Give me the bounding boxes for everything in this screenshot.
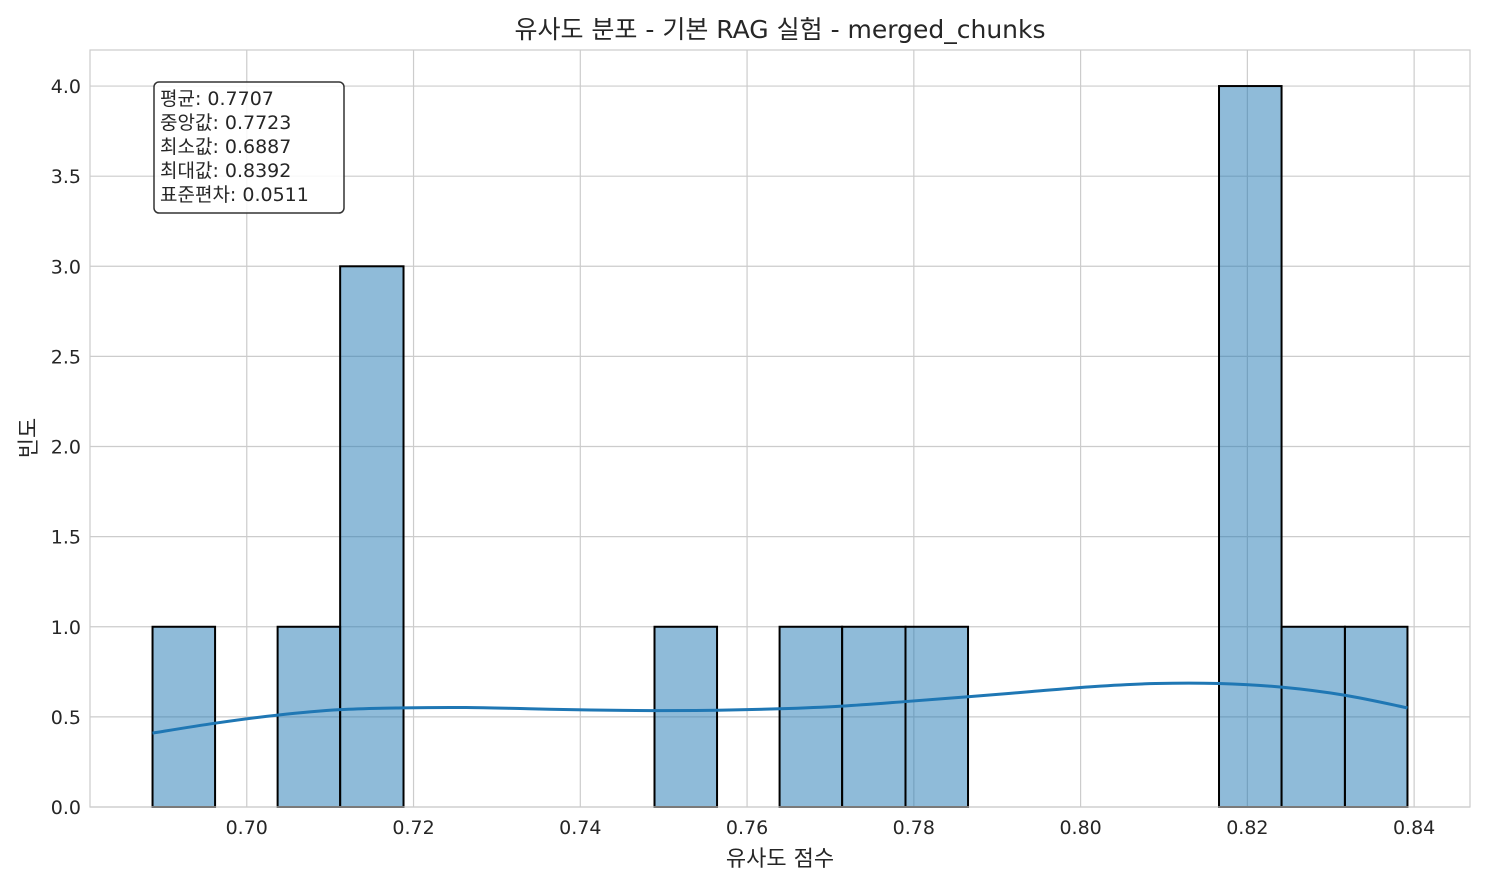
histogram-bar [778,625,844,808]
kde-curve-group [152,681,1408,735]
histogram-bar [904,625,970,808]
x-axis-label: 유사도 점수 [726,847,834,872]
histogram-bars [151,85,1409,809]
x-tick-label: 0.76 [726,817,768,839]
x-tick-label: 0.80 [1059,817,1101,839]
histogram-bar [276,625,342,808]
stats-box-frame [153,81,345,214]
stats-std: 표준편차: 0.0511 [160,184,309,206]
stats-min: 최소값: 0.6887 [160,136,291,158]
stats-mean: 평균: 0.7707 [160,88,274,110]
histogram-bar [1280,625,1346,808]
histogram-bar [1218,85,1283,809]
histogram-bar [1343,625,1409,808]
histogram-bar [339,265,405,808]
x-tick-label: 0.78 [893,817,935,839]
histogram-bar [151,625,217,808]
x-tick-labels: 0.70 0.72 0.74 0.76 0.78 0.80 0.82 0.84 [226,817,1436,839]
kde-line [152,681,1408,735]
y-tick-label: 3.0 [51,256,81,278]
y-tick-label: 0.5 [51,707,81,729]
y-tick-label: 1.0 [51,617,81,639]
y-axis-label: 빈도 [17,418,42,458]
y-tick-label: 0.0 [51,797,81,819]
y-tick-labels: 0.0 0.5 1.0 1.5 2.0 2.5 3.0 3.5 4.0 [51,76,81,819]
histogram-bar [841,625,907,808]
histogram-bar [653,625,719,808]
x-tick-label: 0.70 [226,817,268,839]
y-tick-label: 3.5 [51,166,81,188]
stats-box: 평균: 0.7707 중앙값: 0.7723 최소값: 0.6887 최대값: … [153,81,345,214]
x-tick-label: 0.84 [1393,817,1435,839]
stats-max: 최대값: 0.8392 [160,160,291,182]
y-tick-label: 2.0 [51,437,81,459]
x-tick-label: 0.74 [559,817,601,839]
y-tick-label: 2.5 [51,346,81,368]
stats-median: 중앙값: 0.7723 [160,112,291,134]
plot-frame [89,49,1471,808]
y-tick-label: 1.5 [51,527,81,549]
x-tick-label: 0.82 [1226,817,1268,839]
x-tick-label: 0.72 [392,817,434,839]
y-tick-label: 4.0 [51,76,81,98]
chart-title: 유사도 분포 - 기본 RAG 실험 - merged_chunks [514,15,1045,44]
